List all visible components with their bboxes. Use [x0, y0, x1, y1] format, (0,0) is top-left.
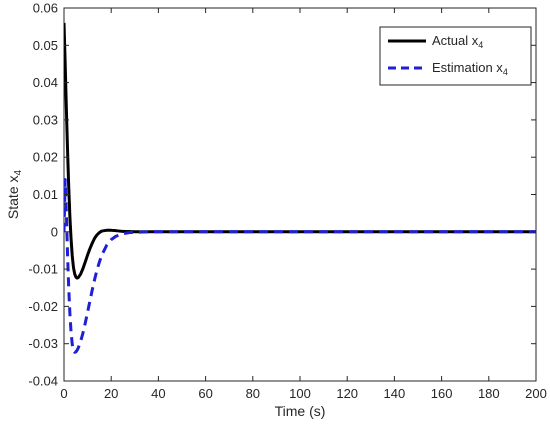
- y-tick-label: 0.03: [33, 112, 58, 127]
- legend-box: [379, 26, 532, 86]
- series-layer: [64, 22, 536, 354]
- y-axis-label-base: State x: [5, 175, 21, 219]
- x-tick-label: 140: [384, 386, 406, 401]
- y-tick-label: 0.04: [33, 75, 58, 90]
- x-tick-label: 200: [525, 386, 547, 401]
- legend-label-estimation-sub: 4: [503, 67, 508, 77]
- y-tick-label: 0.05: [33, 38, 58, 53]
- y-tick-label: 0.02: [33, 150, 58, 165]
- x-tick-label: 120: [336, 386, 358, 401]
- y-tick-label: 0.01: [33, 187, 58, 202]
- y-tick-label: -0.04: [28, 374, 58, 389]
- x-tick-label: 100: [289, 386, 311, 401]
- x-axis-label: Time (s): [275, 403, 326, 419]
- y-tick-label: 0: [51, 224, 58, 239]
- legend-label-actual-sub: 4: [478, 40, 483, 50]
- x-tick-label: 40: [151, 386, 165, 401]
- y-axis-label: State x4: [5, 169, 24, 219]
- y-axis-label-sub: 4: [13, 169, 24, 175]
- legend-label-actual: Actual x4: [432, 33, 483, 50]
- y-tick-label: -0.02: [28, 299, 58, 314]
- y-tick-label: -0.01: [28, 262, 58, 277]
- x-tick-label: 160: [431, 386, 453, 401]
- y-tick-label: 0.06: [33, 1, 58, 16]
- legend-label-actual-base: Actual x: [432, 33, 479, 48]
- x-tick-label: 60: [198, 386, 212, 401]
- x-tick-label: 20: [104, 386, 118, 401]
- ticks-layer: 0 20 40 60 80 100 120 140 160 180 200-0.04-0.03-0.…: [28, 1, 546, 402]
- x-tick-label: 180: [478, 386, 500, 401]
- x-tick-label: 80: [246, 386, 260, 401]
- legend-label-estimation: Estimation x4: [432, 60, 508, 77]
- y-tick-label: -0.03: [28, 336, 58, 351]
- x-tick-label: 0: [60, 386, 67, 401]
- series-line-estimation: [64, 178, 536, 354]
- legend-label-estimation-base: Estimation x: [432, 60, 503, 75]
- legend: Actual x4 Estimation x4: [379, 26, 532, 86]
